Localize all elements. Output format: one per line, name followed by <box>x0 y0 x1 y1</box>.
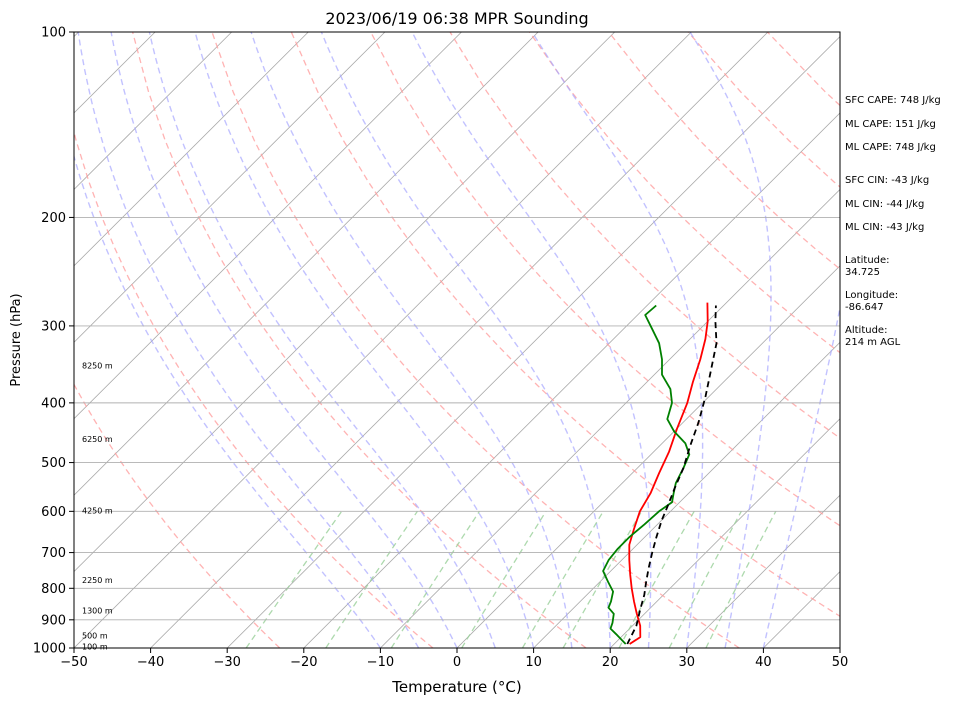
isotherm-line <box>150 32 769 648</box>
mixing-ratio-line <box>461 510 547 648</box>
mixing-ratio-line <box>618 510 695 648</box>
isotherm-line <box>456 265 840 648</box>
moist-adiabat-line <box>531 32 704 648</box>
isotherm-line <box>74 32 539 496</box>
isotherm-line <box>533 341 840 648</box>
isotherm-line <box>74 32 233 190</box>
chart-title: 2023/06/19 06:38 MPR Sounding <box>325 9 588 28</box>
mixing-ratio-line <box>668 510 742 648</box>
moist-adiabat-line <box>110 32 458 648</box>
height-label: 6250 m <box>82 435 113 444</box>
dry-adiabat-line <box>74 383 281 648</box>
isotherm-line <box>74 32 462 420</box>
series-line-3 <box>626 305 718 645</box>
moist-adiabat-line <box>194 32 535 648</box>
dry-adiabat-line <box>131 32 587 648</box>
x-tick-label: 40 <box>755 655 772 670</box>
x-tick-label: 50 <box>832 655 849 670</box>
ml-cape-text: ML CAPE: 151 J/kg <box>845 119 936 130</box>
latitude-text: Latitude: 34.725 <box>845 255 890 278</box>
isotherm-line <box>74 32 309 267</box>
y-tick-label: 600 <box>41 505 66 520</box>
x-tick-label: −10 <box>367 655 394 670</box>
isotherm-line <box>74 32 616 573</box>
dry-adiabat-line <box>290 32 840 617</box>
y-tick-label: 800 <box>41 582 66 597</box>
sfc-cin-text: SFC CIN: -43 J/kg <box>845 175 930 186</box>
x-tick-label: −40 <box>137 655 164 670</box>
moist-adiabat-line <box>411 32 652 648</box>
mixing-ratio-line <box>705 510 777 648</box>
x-tick-label: 0 <box>453 655 461 670</box>
isotherm-line <box>380 188 840 648</box>
moist-adiabat-line <box>250 32 573 648</box>
moist-adiabat-line <box>689 32 772 648</box>
y-tick-label: 200 <box>41 211 66 226</box>
height-label: 4250 m <box>82 506 113 515</box>
dry-adiabat-line <box>74 129 434 648</box>
x-axis-ticks: −50 −40 −30 −20 −10 0 10 20 30 40 50 <box>60 648 848 670</box>
y-axis-ticks: 100 200 300 400 500 600 700 800 900 1000 <box>33 26 74 657</box>
ml-cape-text-2: ML CAPE: 748 J/kg <box>845 142 936 153</box>
ml-cin-text: ML CIN: -44 J/kg <box>845 199 925 210</box>
plot-frame <box>73 31 841 649</box>
isotherm-line <box>303 112 840 648</box>
x-tick-label: 20 <box>602 655 619 670</box>
sfc-cape-text: SFC CAPE: 748 J/kg <box>845 95 941 106</box>
isotherm-line <box>226 35 840 648</box>
isotherm-line <box>74 32 386 343</box>
altitude-text: Altitude: 214 m AGL <box>845 325 901 348</box>
moist-adiabat-line <box>74 154 381 648</box>
x-tick-label: −50 <box>60 655 87 670</box>
longitude-text: Longitude: -86.647 <box>845 290 899 313</box>
x-tick-label: 10 <box>525 655 542 670</box>
series-line-1 <box>628 302 709 645</box>
ml-cin-text-2: ML CIN: -43 J/kg <box>845 222 925 233</box>
isotherm-line <box>609 418 840 648</box>
y-tick-label: 300 <box>41 319 66 334</box>
y-tick-label: 1000 <box>33 642 66 657</box>
dry-adiabat-line <box>211 32 740 648</box>
height-label: 2250 m <box>82 576 113 585</box>
mixing-ratio-line <box>245 510 343 648</box>
x-tick-label: −30 <box>213 655 240 670</box>
y-tick-label: 100 <box>41 26 66 41</box>
y-tick-label: 400 <box>41 396 66 411</box>
height-label: 500 m <box>82 632 108 641</box>
moist-adiabat-line <box>320 32 611 648</box>
mixing-ratio-line <box>521 510 604 648</box>
sounding-series <box>602 302 718 645</box>
mixing-ratio-line <box>562 510 643 648</box>
height-label: 8250 m <box>82 362 113 371</box>
moist-adiabat-line <box>762 304 840 648</box>
isobar-gridlines <box>74 31 840 649</box>
y-tick-label: 500 <box>41 456 66 471</box>
height-label: 100 m <box>82 643 108 652</box>
background-lines <box>0 32 840 648</box>
moist-adiabat-line <box>148 32 496 648</box>
moist-adiabat-line <box>77 32 420 648</box>
y-tick-label: 900 <box>41 613 66 628</box>
dry-adiabat-line <box>449 32 840 439</box>
isotherm-line <box>0 32 2 648</box>
x-axis-label: Temperature (°C) <box>391 678 521 696</box>
height-label: 1300 m <box>82 607 113 616</box>
height-labels: 8250 m 6250 m 4250 m 2250 m 1300 m 500 m 100 m <box>82 362 113 652</box>
y-tick-label: 700 <box>41 546 66 561</box>
x-tick-label: −20 <box>290 655 317 670</box>
x-tick-label: 30 <box>679 655 696 670</box>
dry-adiabat-line <box>528 32 840 354</box>
series-line-2 <box>602 304 691 645</box>
isotherm-line <box>686 494 840 648</box>
y-axis-label: Pressure (hPa) <box>9 293 24 386</box>
